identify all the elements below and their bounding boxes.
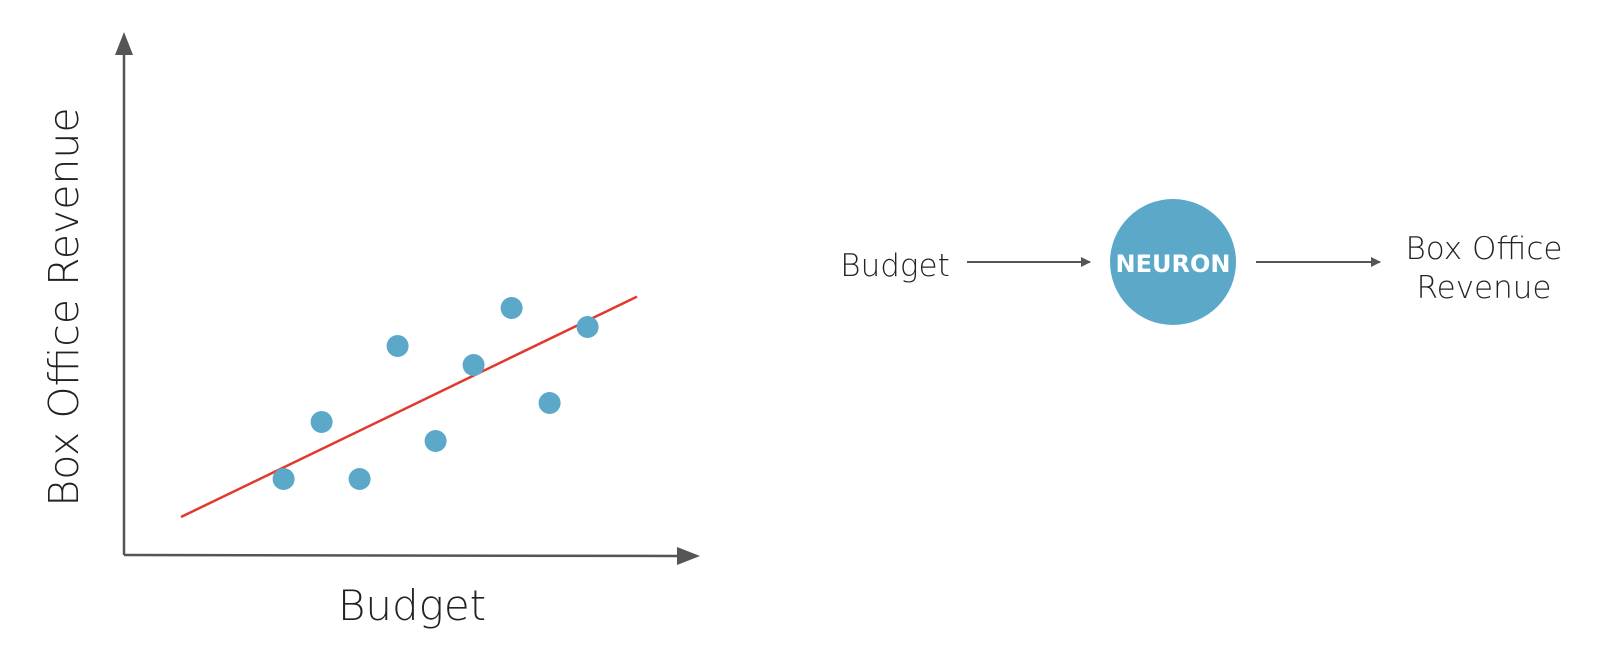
regression-line bbox=[180, 295, 638, 519]
data-point-4 bbox=[386, 335, 409, 357]
y-axis-label: Box Office Revenue bbox=[40, 107, 88, 506]
data-point-2 bbox=[310, 411, 333, 433]
data-point-6 bbox=[462, 354, 485, 376]
data-point-3 bbox=[348, 468, 371, 490]
data-point-1 bbox=[272, 468, 295, 490]
neuron-label: NEURON bbox=[1116, 250, 1231, 278]
output-label-line-1: Box Office bbox=[1406, 231, 1563, 267]
data-point-9 bbox=[576, 316, 599, 338]
data-point-8 bbox=[538, 392, 561, 414]
data-point-5 bbox=[424, 430, 447, 452]
neuron-diagram: Budget NEURON Box Office Revenue bbox=[840, 199, 1563, 325]
neuron-node bbox=[1110, 199, 1236, 325]
scatter-chart: Budget Box Office Revenue bbox=[40, 32, 700, 630]
x-axis bbox=[123, 553, 679, 558]
x-axis-arrowhead bbox=[677, 547, 700, 565]
input-label: Budget bbox=[840, 248, 949, 284]
data-points bbox=[272, 297, 599, 490]
x-axis-label: Budget bbox=[338, 581, 486, 630]
data-point-7 bbox=[500, 297, 523, 319]
y-axis-arrowhead bbox=[115, 32, 133, 55]
output-label-line-2: Revenue bbox=[1416, 270, 1551, 306]
